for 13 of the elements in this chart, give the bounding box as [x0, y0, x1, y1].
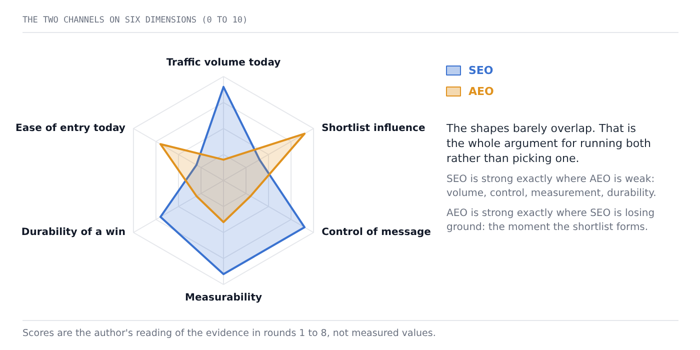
- text: SEO is strong exactly where AEO is weak: volume, control, measurement, durability.: [446, 174, 656, 199]
- spoke-label: Ease of entry today: [16, 123, 126, 134]
- legend-label: SEO: [468, 64, 494, 77]
- spoke-label: Shortlist influence: [322, 123, 426, 134]
- spoke-label: Control of message: [322, 227, 432, 238]
- text: AEO is strong exactly where SEO is losing ground: the moment the shortlist forms.: [446, 208, 655, 233]
- text: The shapes barely overlap. That is the whole argument for running both rather than picking one.: [446, 122, 651, 165]
- spoke-label: Measurability: [185, 292, 262, 304]
- chart-title: THE TWO CHANNELS ON SIX DIMENSIONS (0 TO 10): [22, 16, 248, 26]
- spoke-label: Durability of a win: [21, 227, 126, 238]
- text: Scores are the author's reading of the evidence in rounds 1 to 8, not measured values.: [22, 328, 436, 339]
- legend-label: AEO: [468, 85, 494, 98]
- spoke-label: Traffic volume today: [166, 58, 282, 68]
